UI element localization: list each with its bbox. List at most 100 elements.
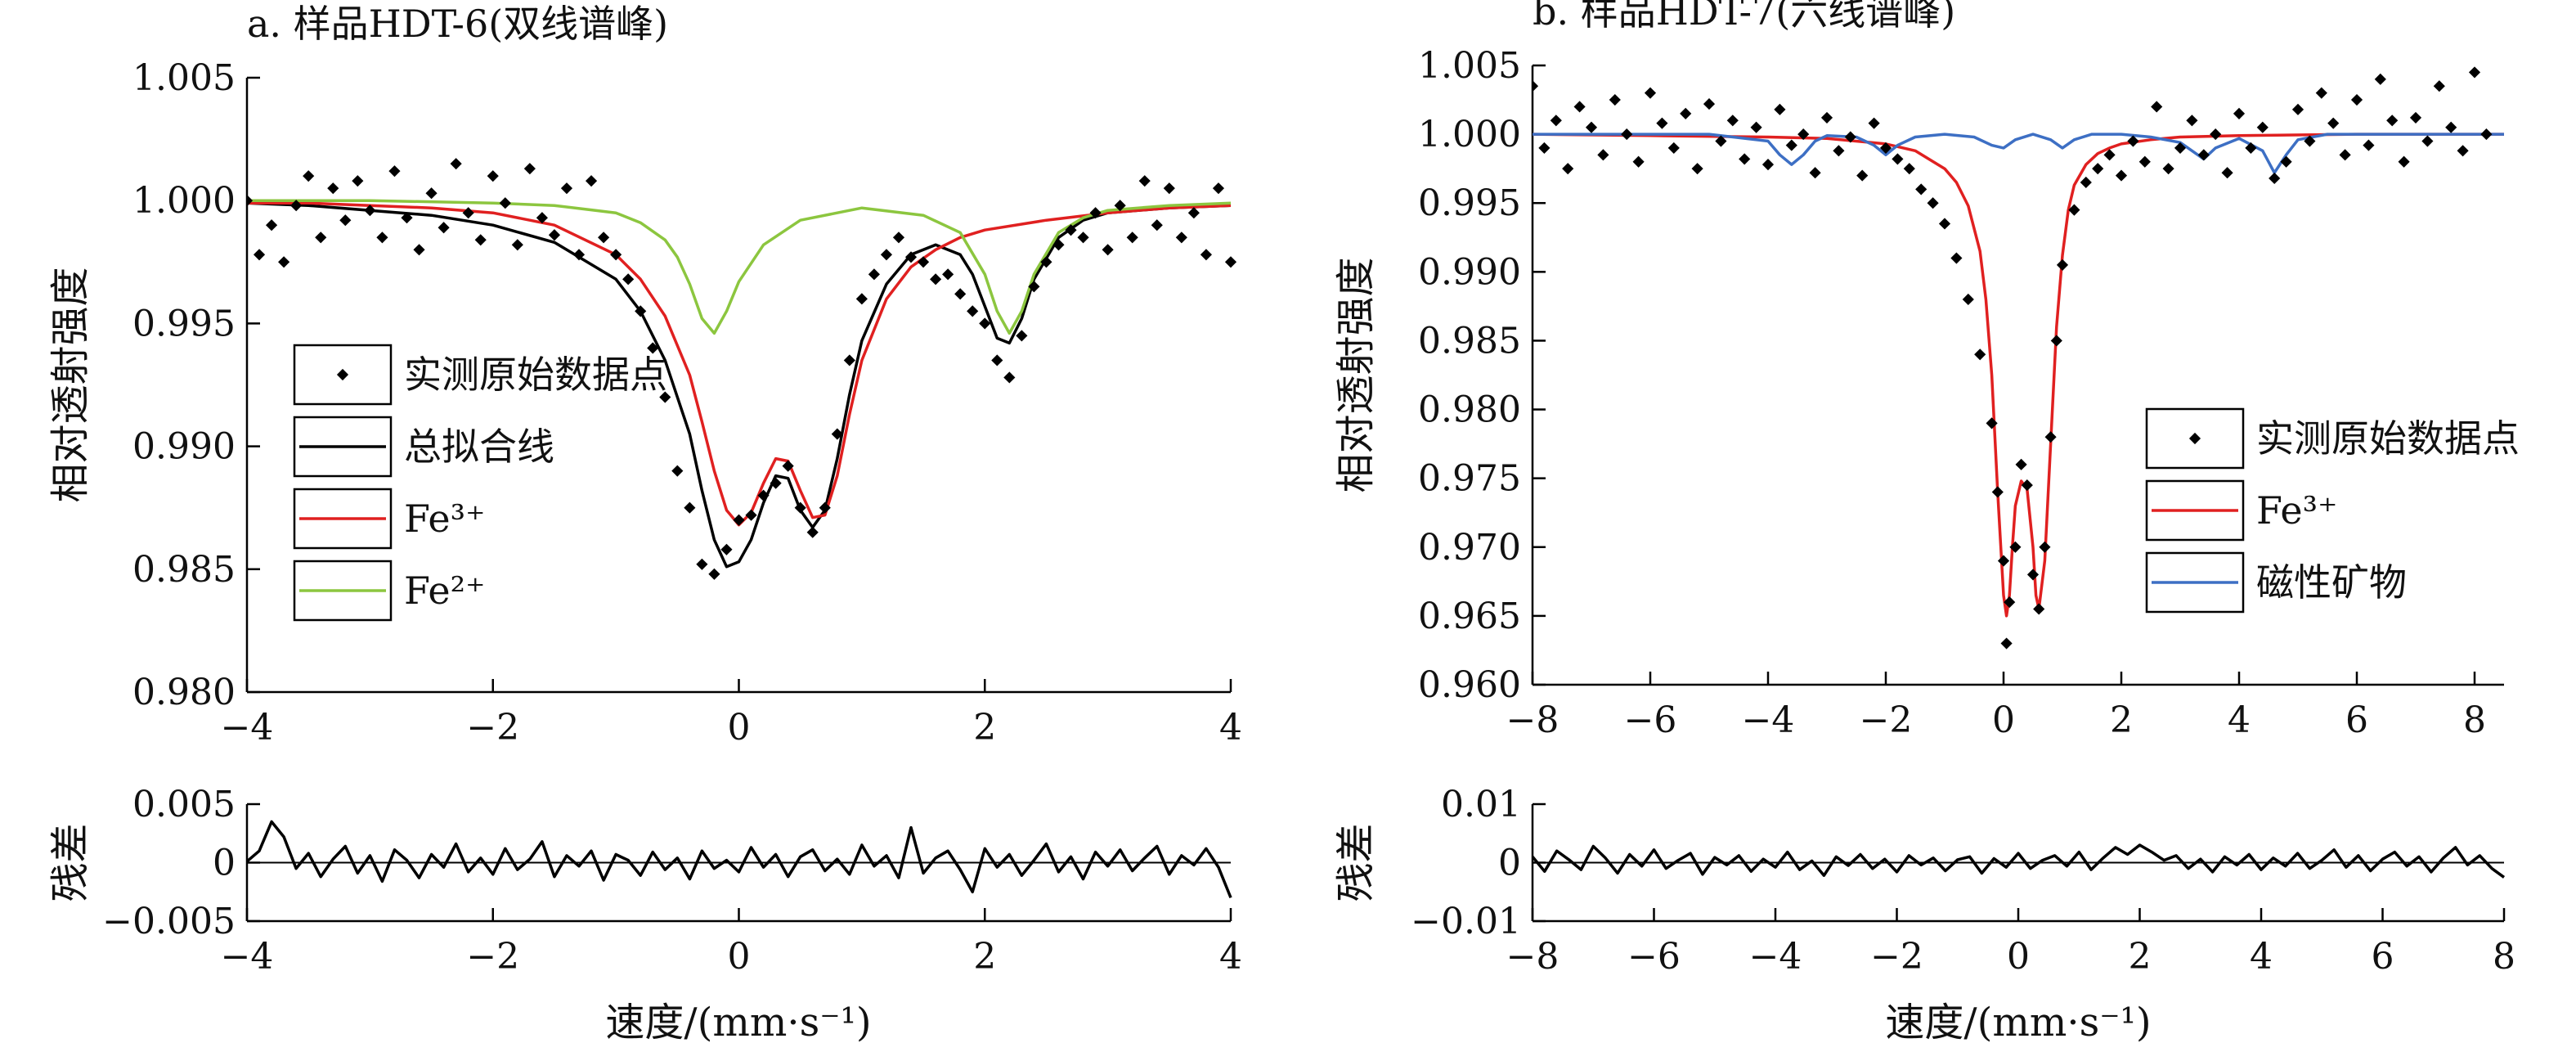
- data-point: [855, 293, 868, 305]
- x-tick-label: 8: [2463, 699, 2486, 741]
- data-point: [1224, 256, 1237, 268]
- data-point: [745, 509, 757, 521]
- data-point: [2233, 107, 2246, 119]
- data-point: [2186, 115, 2198, 127]
- data-point: [339, 214, 352, 227]
- data-point: [1974, 348, 1986, 361]
- data-point: [247, 195, 254, 207]
- y-tick-label: 0.960: [1418, 664, 1521, 706]
- data-point: [2044, 431, 2057, 443]
- legend-marker: [336, 368, 349, 381]
- legend-label: Fe³⁺: [404, 497, 485, 541]
- data-point: [499, 197, 511, 209]
- data-point: [1003, 371, 1016, 384]
- series-line: [247, 201, 1232, 527]
- y-axis-label: 相对透射强度: [1333, 257, 1379, 492]
- data-point: [1726, 115, 1739, 127]
- data-point: [2092, 163, 2104, 175]
- data-point: [2221, 167, 2233, 179]
- data-point: [1761, 159, 1775, 171]
- data-point: [598, 232, 610, 244]
- data-point: [290, 200, 303, 212]
- x-tick-label: 2: [2129, 936, 2152, 978]
- data-point: [1785, 139, 1797, 151]
- data-point: [1892, 153, 1904, 165]
- data-point: [622, 273, 635, 285]
- x-tick-label: −4: [221, 707, 274, 749]
- data-point: [1809, 167, 1821, 179]
- data-point: [2050, 335, 2062, 347]
- data-point: [278, 256, 290, 268]
- data-point: [2162, 163, 2174, 175]
- data-point: [438, 222, 450, 234]
- data-point: [1621, 128, 1633, 141]
- data-point: [364, 205, 376, 217]
- x-tick-label: 2: [973, 707, 996, 749]
- series-line: [247, 199, 1232, 335]
- data-point: [892, 232, 905, 244]
- data-point: [942, 268, 954, 281]
- x-tick-label: 6: [2372, 936, 2394, 978]
- x-tick-label: 4: [1219, 707, 1242, 749]
- plot-area: [247, 158, 1237, 580]
- y-tick-label: 1.000: [1418, 114, 1521, 155]
- y-axis-label: 残差: [47, 823, 93, 901]
- data-point: [2468, 66, 2481, 79]
- data-point: [1856, 169, 1869, 182]
- data-point: [2026, 569, 2040, 581]
- data-point: [770, 477, 782, 489]
- data-point: [462, 207, 474, 219]
- data-point: [303, 170, 315, 182]
- data-point: [2350, 93, 2363, 106]
- data-point: [1573, 101, 1586, 113]
- data-point: [253, 249, 266, 261]
- data-point: [1187, 207, 1200, 219]
- x-tick-label: 0: [2007, 936, 2030, 978]
- data-point: [2315, 87, 2327, 99]
- data-point: [2021, 479, 2033, 492]
- x-tick-label: 4: [2250, 936, 2273, 978]
- data-point: [708, 568, 720, 580]
- data-point: [585, 175, 598, 187]
- data-point: [720, 543, 733, 555]
- y-tick-label: 0.975: [1418, 458, 1521, 500]
- data-point: [794, 501, 806, 514]
- data-point: [843, 354, 855, 366]
- data-point: [782, 460, 794, 472]
- data-point: [2291, 103, 2304, 115]
- data-point: [684, 501, 696, 514]
- data-point: [1656, 117, 1668, 129]
- data-point: [1077, 232, 1089, 244]
- legend-label: 实测原始数据点: [2256, 416, 2520, 461]
- data-point: [1915, 183, 1928, 196]
- data-point: [1680, 107, 1692, 119]
- data-point: [696, 558, 708, 570]
- data-point: [2256, 121, 2269, 133]
- data-point: [967, 305, 979, 317]
- data-point: [806, 526, 819, 538]
- data-point: [1151, 219, 1163, 232]
- data-point: [548, 229, 561, 241]
- data-point: [401, 212, 413, 224]
- data-point: [1927, 197, 1939, 209]
- y-axis-label: 相对透射强度: [47, 267, 93, 502]
- data-point: [2339, 149, 2351, 161]
- data-point: [1962, 293, 1974, 306]
- series-line: [247, 201, 1232, 569]
- data-point: [474, 234, 487, 246]
- y-tick-label: 0: [1498, 843, 1521, 884]
- data-point: [2409, 111, 2422, 124]
- data-point: [610, 249, 622, 261]
- data-point: [1089, 207, 1102, 219]
- data-point: [635, 305, 647, 317]
- y-tick-label: 0.990: [1418, 251, 1521, 293]
- x-tick-label: −6: [1627, 936, 1681, 978]
- data-point: [1138, 175, 1151, 187]
- data-point: [560, 182, 573, 195]
- data-point: [2080, 176, 2092, 189]
- data-point: [659, 391, 671, 403]
- data-point: [1052, 239, 1065, 251]
- data-point: [917, 256, 930, 268]
- series-line: [1533, 133, 2504, 618]
- y-tick-label: 1.005: [132, 57, 236, 99]
